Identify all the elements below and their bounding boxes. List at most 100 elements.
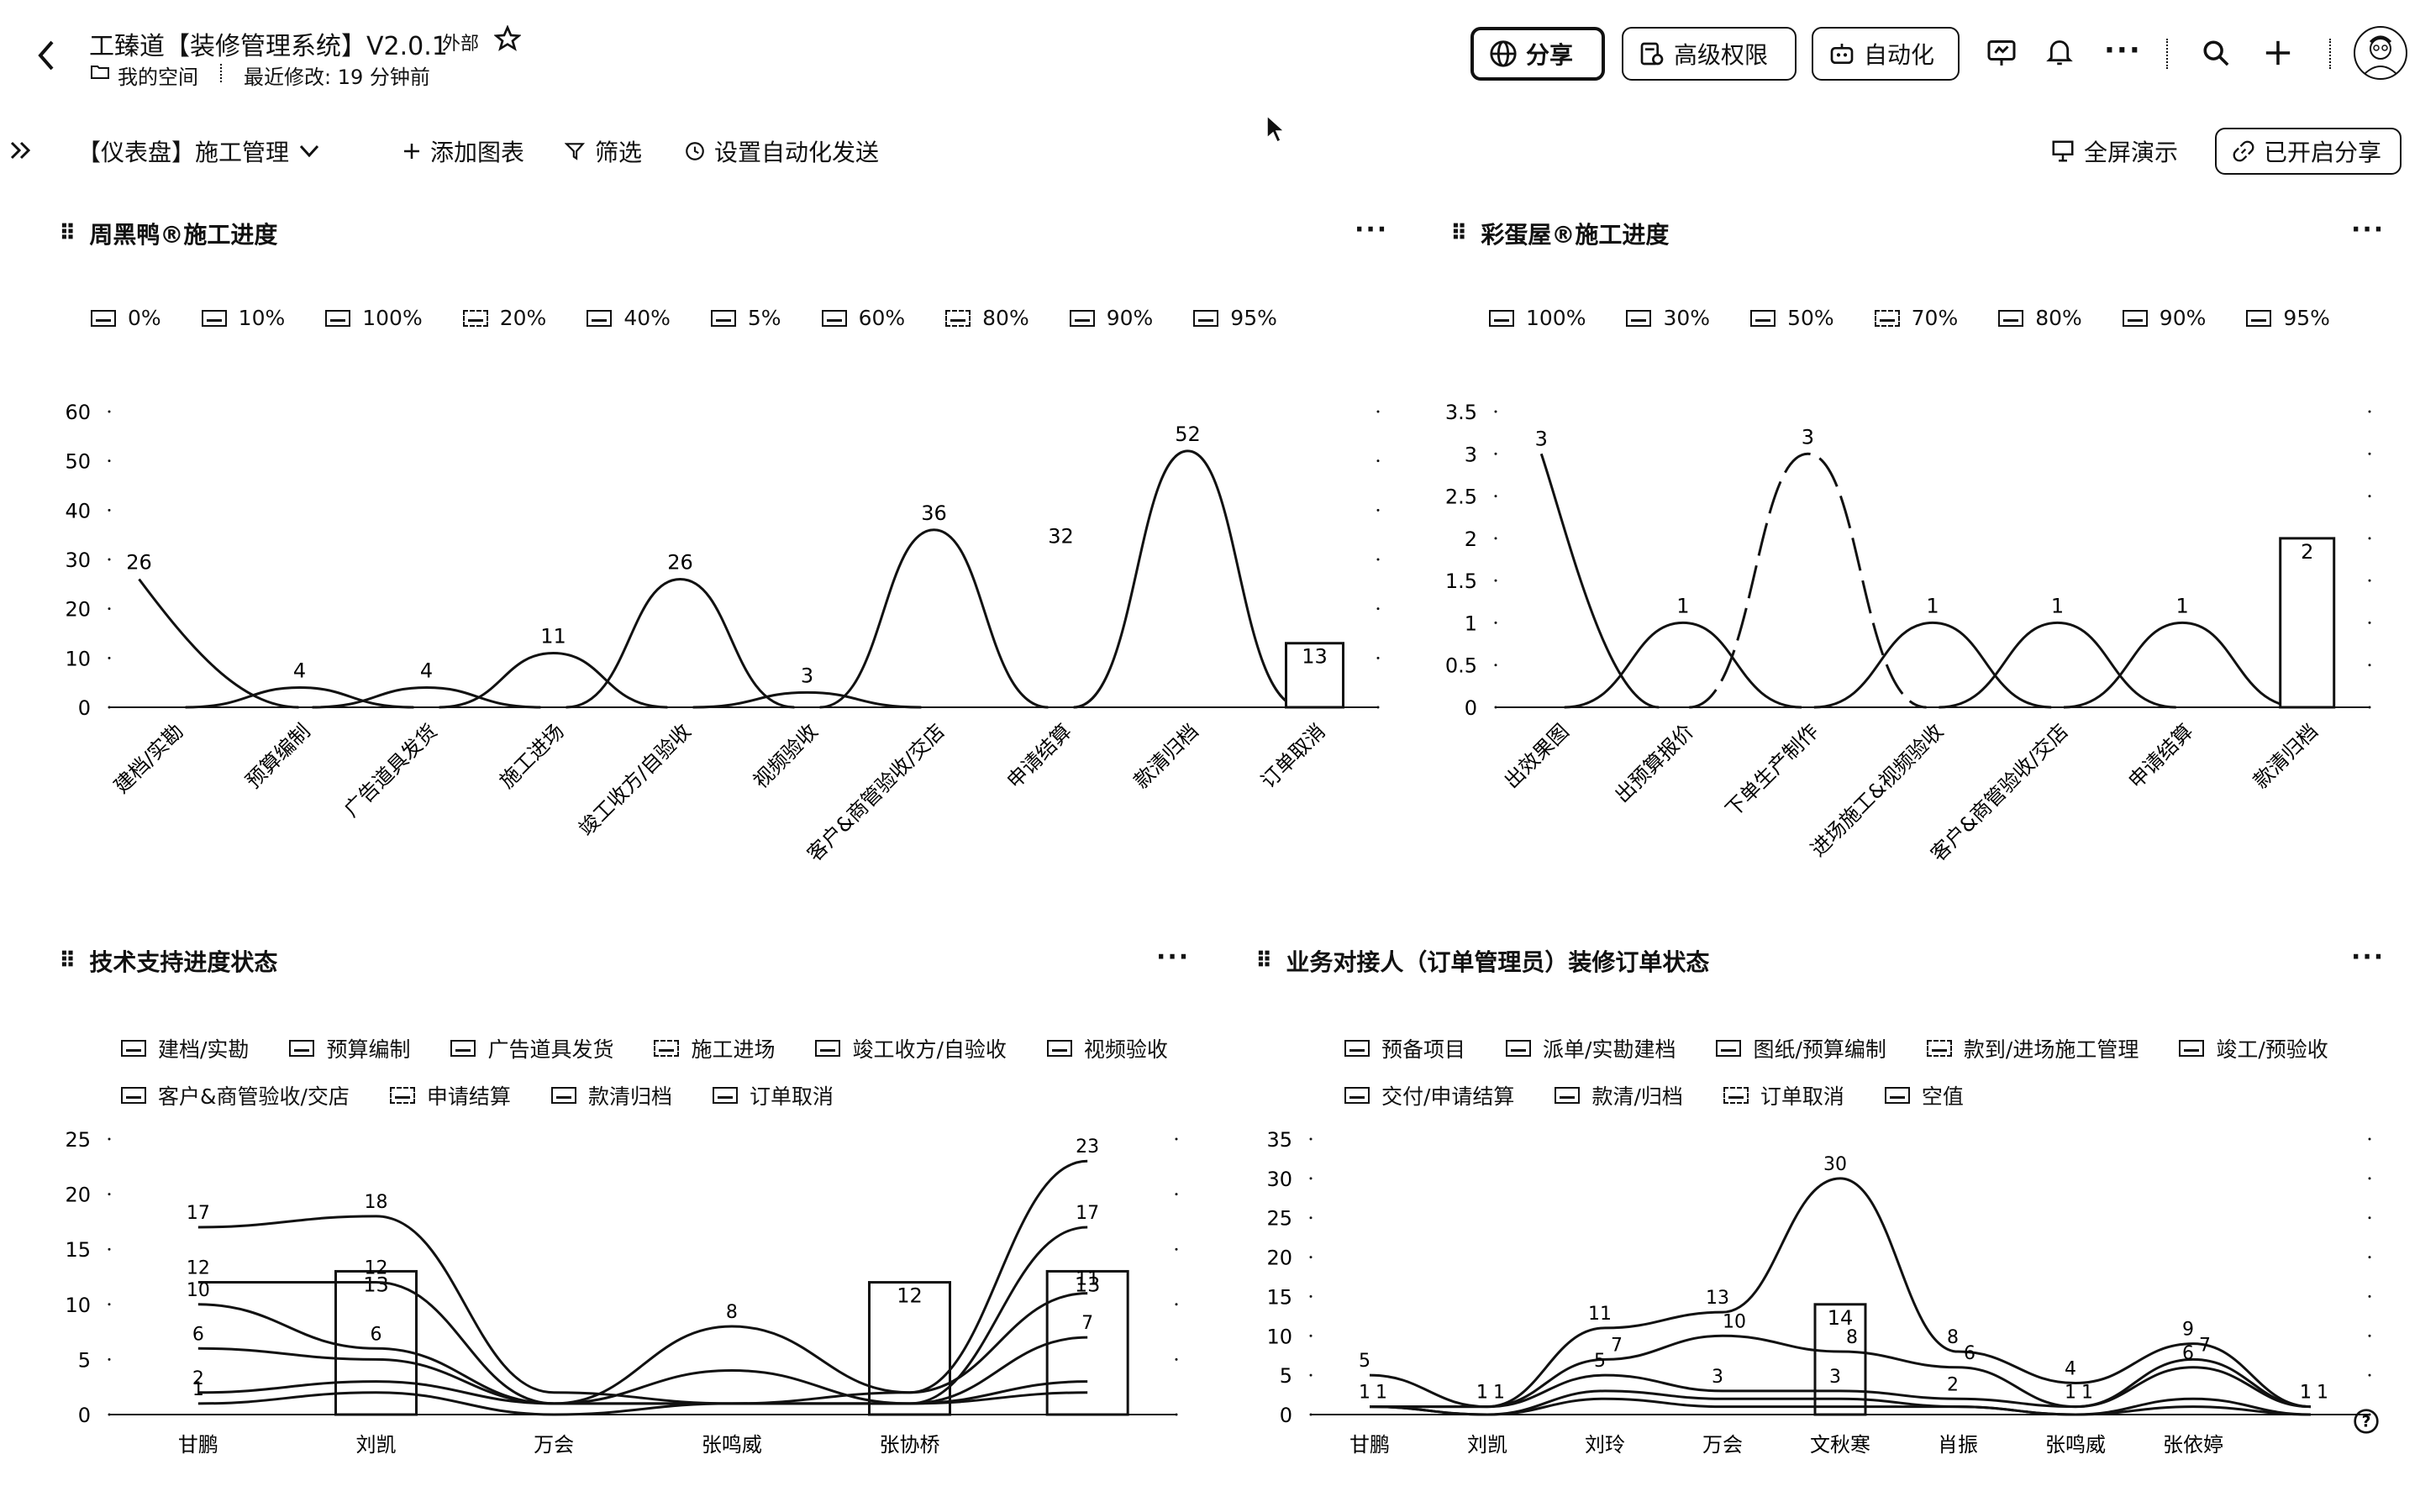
legend-item[interactable]: 建档/实勘 <box>121 1033 249 1063</box>
dashboard-selector[interactable]: 【仪表盘】施工管理 <box>77 134 321 168</box>
fullscreen-button[interactable]: 全屏演示 <box>2050 134 2178 168</box>
y-tick-dot <box>108 1303 111 1306</box>
legend-item[interactable]: 80% <box>945 306 1029 330</box>
legend-item[interactable]: 施工进场 <box>654 1033 775 1063</box>
legend-item[interactable]: 预备项目 <box>1344 1033 1465 1063</box>
panel-title-text: 周黑鸭®施工进度 <box>89 221 278 249</box>
panel-more-icon[interactable]: ··· <box>1355 215 1389 244</box>
legend-item[interactable]: 视频验收 <box>1046 1033 1168 1063</box>
permissions-label: 高级权限 <box>1674 41 1769 69</box>
legend-swatch <box>1506 1040 1532 1057</box>
legend-item[interactable]: 申请结算 <box>389 1080 511 1110</box>
legend-item[interactable]: 70% <box>1874 306 1959 330</box>
y-tick-label: 20 <box>1266 1247 1292 1270</box>
legend-item[interactable]: 40% <box>587 306 671 330</box>
add-chart-button[interactable]: 添加图表 <box>402 134 524 168</box>
x-tick-label: 张鸣威 <box>702 1433 762 1457</box>
legend-item[interactable]: 30% <box>1626 306 1710 330</box>
drag-handle-icon[interactable]: ⠿ <box>1450 221 1467 246</box>
legend-item[interactable]: 竣工收方/自验收 <box>815 1033 1007 1063</box>
series-line <box>566 577 795 709</box>
legend-item[interactable]: 预算编制 <box>289 1033 410 1063</box>
legend-item[interactable]: 竣工/预验收 <box>2179 1033 2328 1063</box>
legend-item[interactable]: 款清/归档 <box>1555 1080 1683 1110</box>
legend-swatch <box>1069 309 1095 327</box>
legend-item[interactable]: 客户&商管验收/交店 <box>121 1080 350 1110</box>
star-icon[interactable] <box>494 25 521 52</box>
share-status-button[interactable]: 已开启分享 <box>2215 128 2402 175</box>
legend-label: 70% <box>1911 306 1959 330</box>
legend-item[interactable]: 90% <box>2122 306 2206 330</box>
legend-item[interactable]: 90% <box>1069 306 1153 330</box>
legend-swatch <box>654 1040 680 1057</box>
legend-label: 95% <box>2283 306 2330 330</box>
data-label: 1 <box>2300 1383 2312 1404</box>
legend-swatch <box>289 1040 315 1057</box>
legend-item[interactable]: 款到/进场施工管理 <box>1926 1033 2139 1063</box>
legend-item[interactable]: 交付/申请结算 <box>1344 1080 1514 1110</box>
legend-item[interactable]: 80% <box>1998 306 2082 330</box>
series-line <box>197 1159 1088 1405</box>
panel-more-icon[interactable]: ··· <box>2351 215 2386 244</box>
legend-item[interactable]: 100% <box>1489 306 1586 330</box>
plus-icon[interactable] <box>2264 39 2292 67</box>
cursor-icon <box>1265 114 1286 144</box>
legend-swatch <box>1998 309 2024 327</box>
legend-item[interactable]: 订单取消 <box>712 1080 834 1110</box>
legend-swatch <box>1723 1087 1749 1104</box>
help-icon[interactable]: ? <box>2353 1408 2380 1435</box>
legend-item[interactable]: 5% <box>710 306 781 330</box>
present-icon[interactable] <box>1986 39 2017 67</box>
legend-label: 视频验收 <box>1083 1037 1168 1062</box>
y-tick-label: 25 <box>65 1128 91 1152</box>
legend-item[interactable]: 空值 <box>1884 1080 1964 1110</box>
legend-item[interactable]: 20% <box>462 306 546 330</box>
back-icon[interactable] <box>34 37 57 74</box>
automation-button[interactable]: 自动化 <box>1812 27 1960 81</box>
legend-item[interactable]: 图纸/预算编制 <box>1716 1033 1886 1063</box>
share-status-label: 已开启分享 <box>2264 139 2382 166</box>
filter-button[interactable]: 筛选 <box>565 134 642 168</box>
data-label: 23 <box>1076 1137 1099 1158</box>
legend-item[interactable]: 50% <box>1750 306 1834 330</box>
y-tick-dot <box>108 656 111 659</box>
legend-item[interactable]: 订单取消 <box>1723 1080 1844 1110</box>
share-button[interactable]: 分享 <box>1470 27 1605 81</box>
legend-item[interactable]: 10% <box>201 306 286 330</box>
space-label[interactable]: 我的空间 <box>118 66 198 89</box>
avatar[interactable] <box>2353 25 2408 81</box>
data-label: 11 <box>1076 1269 1099 1290</box>
legend-item[interactable]: 100% <box>325 306 423 330</box>
auto-send-button[interactable]: 设置自动化发送 <box>684 134 879 168</box>
legend-item[interactable]: 款清归档 <box>550 1080 672 1110</box>
legend-swatch <box>389 1087 415 1104</box>
series-line <box>1539 453 1660 709</box>
legend-item[interactable]: 95% <box>1193 306 1277 330</box>
expand-sidebar-icon[interactable] <box>8 139 34 161</box>
y-tick-dot <box>1175 1137 1178 1141</box>
legend-item[interactable]: 95% <box>2246 306 2330 330</box>
legend-item[interactable]: 广告道具发货 <box>450 1033 613 1063</box>
drag-handle-icon[interactable]: ⠿ <box>59 948 76 974</box>
data-label: 1 <box>2300 1383 2312 1404</box>
y-tick-label: 50 <box>65 450 91 474</box>
search-icon[interactable] <box>2202 39 2230 67</box>
panel-more-icon[interactable]: ··· <box>2351 942 2386 972</box>
drag-handle-icon[interactable]: ⠿ <box>1255 948 1272 974</box>
legend-swatch <box>815 1040 841 1057</box>
data-label: 12 <box>897 1284 923 1308</box>
legend-item[interactable]: 0% <box>91 306 161 330</box>
panel-more-icon[interactable]: ··· <box>1156 942 1191 972</box>
data-label: 3 <box>1712 1367 1723 1388</box>
permissions-button[interactable]: 高级权限 <box>1622 27 1797 81</box>
y-tick-dot <box>2368 1373 2371 1377</box>
legend-label: 0% <box>128 306 161 330</box>
data-label: 2 <box>2301 540 2313 564</box>
data-label: 1 <box>1926 594 1939 617</box>
bell-icon[interactable] <box>2045 37 2074 67</box>
drag-handle-icon[interactable]: ⠿ <box>59 221 76 246</box>
legend-item[interactable]: 派单/实勘建档 <box>1506 1033 1676 1063</box>
legend-label: 10% <box>238 306 286 330</box>
legend-item[interactable]: 60% <box>821 306 905 330</box>
more-menu-icon[interactable]: ··· <box>2104 34 2142 67</box>
